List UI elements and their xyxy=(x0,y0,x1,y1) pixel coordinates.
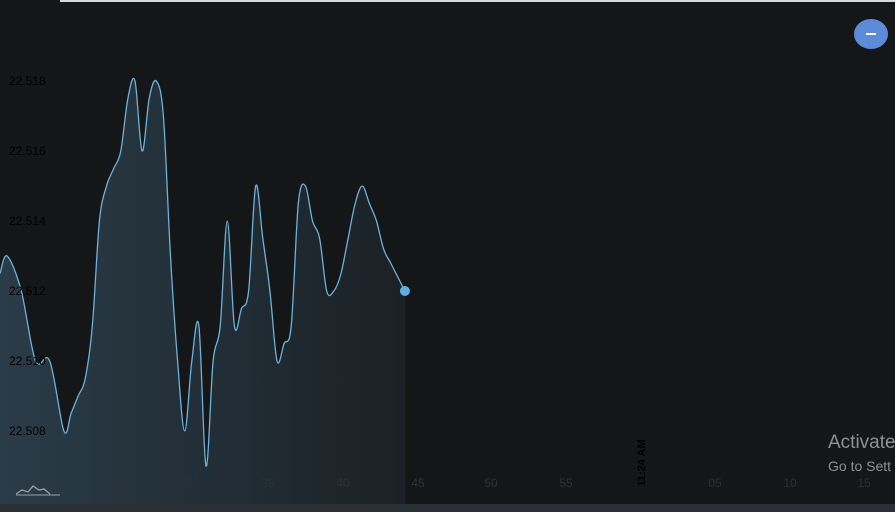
activation-watermark: Activate Go to Sett xyxy=(828,432,895,476)
x-tick-label: 55 xyxy=(559,476,573,490)
series-line xyxy=(0,77,406,467)
x-axis: 25 30 35 40 45 50 55 11:24 AM 05 10 15 xyxy=(111,439,871,490)
area-layer xyxy=(0,78,405,504)
x-tick-label: 40 xyxy=(336,476,350,490)
y-axis: 22.508 22.510 22.512 22.514 22.516 22.518 xyxy=(9,74,46,438)
y-tick-label: 22.514 xyxy=(9,214,46,228)
y-tick-label: 22.512 xyxy=(9,284,46,298)
x-tick-label: 10 xyxy=(783,476,797,490)
x-tick-label: 05 xyxy=(708,476,722,490)
line-layer xyxy=(0,77,406,467)
y-tick-label: 22.516 xyxy=(9,144,46,158)
watermark-subtitle: Go to Sett xyxy=(828,458,892,474)
x-tick-label: 25 xyxy=(111,476,125,490)
zoom-out-button[interactable] xyxy=(854,19,888,49)
x-tick-label: 35 xyxy=(261,476,275,490)
x-tick-label: 45 xyxy=(411,476,425,490)
y-tick-label: 22.518 xyxy=(9,74,46,88)
x-tick-label: 50 xyxy=(484,476,498,490)
x-tick-label: 30 xyxy=(186,476,200,490)
last-value-marker[interactable] xyxy=(399,286,410,296)
marker-layer xyxy=(399,286,410,296)
mini-chart-icon[interactable] xyxy=(15,485,60,496)
series-area xyxy=(0,78,405,504)
minus-icon xyxy=(866,33,876,35)
x-time-label: 11:24 AM xyxy=(636,439,648,486)
y-tick-label: 22.508 xyxy=(9,424,46,438)
bottom-bar xyxy=(0,504,895,512)
top-edge-line xyxy=(60,0,895,2)
x-tick-label: 15 xyxy=(857,476,871,490)
watermark-title: Activate xyxy=(828,432,895,453)
top-strip xyxy=(0,0,895,4)
y-tick-label: 22.510 xyxy=(9,354,46,368)
